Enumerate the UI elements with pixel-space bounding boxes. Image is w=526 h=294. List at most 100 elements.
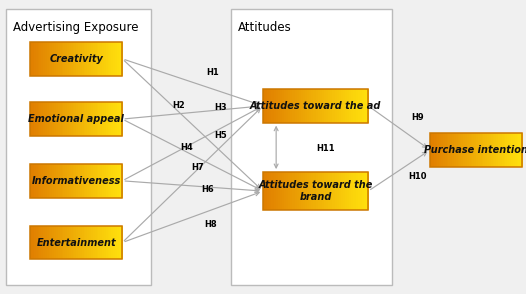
Bar [32, 226, 35, 260]
Bar [100, 164, 103, 198]
Bar [358, 172, 360, 210]
Bar [97, 102, 99, 136]
Bar [109, 102, 112, 136]
Bar [316, 89, 318, 123]
Bar [30, 42, 33, 76]
Bar [292, 89, 295, 123]
Bar [69, 42, 72, 76]
Bar [305, 89, 308, 123]
Bar [107, 42, 110, 76]
Bar [93, 226, 95, 260]
Bar [65, 164, 67, 198]
Bar [347, 89, 350, 123]
Bar [98, 42, 101, 76]
Bar [339, 89, 341, 123]
Bar [41, 102, 44, 136]
Bar [82, 102, 84, 136]
Bar [307, 172, 310, 210]
Bar [349, 89, 352, 123]
Bar [43, 226, 46, 260]
Bar [52, 42, 55, 76]
Bar [107, 102, 110, 136]
Bar [436, 133, 438, 167]
Bar [41, 226, 44, 260]
Bar [80, 102, 82, 136]
Bar [30, 102, 33, 136]
Bar [341, 89, 343, 123]
Bar [91, 42, 94, 76]
Bar [303, 172, 306, 210]
Bar [483, 133, 486, 167]
Bar [366, 89, 369, 123]
Text: Attitudes toward the ad: Attitudes toward the ad [250, 101, 381, 111]
Bar [339, 172, 341, 210]
Bar [56, 102, 58, 136]
Bar [489, 133, 491, 167]
Bar [118, 164, 121, 198]
Bar [313, 89, 316, 123]
Bar [113, 164, 115, 198]
Bar [502, 133, 504, 167]
Bar [38, 164, 40, 198]
Bar [265, 172, 268, 210]
Bar [513, 133, 515, 167]
Bar [50, 42, 53, 76]
Bar [100, 42, 103, 76]
Bar [280, 172, 282, 210]
Bar [263, 89, 266, 123]
Bar [494, 133, 497, 167]
Bar [461, 133, 464, 167]
Bar [87, 164, 89, 198]
Bar [353, 172, 356, 210]
Bar [267, 89, 270, 123]
Bar [487, 133, 489, 167]
Bar [120, 102, 123, 136]
Bar [75, 164, 77, 198]
Bar [47, 226, 49, 260]
Bar [498, 133, 500, 167]
Bar [91, 164, 94, 198]
Bar [56, 42, 58, 76]
Bar [45, 42, 47, 76]
Bar [87, 226, 89, 260]
Bar [286, 172, 289, 210]
Bar [324, 172, 327, 210]
Bar [345, 89, 348, 123]
Bar [36, 164, 38, 198]
Bar [76, 102, 79, 136]
Bar [85, 226, 88, 260]
Bar [50, 164, 53, 198]
Bar [67, 42, 69, 76]
Bar [38, 226, 40, 260]
Bar [309, 89, 312, 123]
Bar [45, 164, 47, 198]
Bar [118, 226, 121, 260]
Bar [120, 226, 123, 260]
Bar [65, 226, 67, 260]
Bar [311, 89, 314, 123]
Bar [326, 172, 329, 210]
Bar [433, 133, 436, 167]
Bar [445, 133, 447, 167]
Bar [59, 42, 62, 76]
Bar [34, 42, 36, 76]
Bar [54, 102, 57, 136]
Bar [52, 226, 55, 260]
Bar [313, 172, 316, 210]
Bar [58, 102, 60, 136]
Bar [100, 226, 103, 260]
Bar [80, 164, 82, 198]
Bar [278, 172, 280, 210]
Bar [280, 89, 282, 123]
Bar [267, 172, 270, 210]
Bar [335, 89, 337, 123]
Text: H8: H8 [204, 220, 217, 229]
Text: Creativity: Creativity [49, 54, 103, 64]
Bar [231, 9, 392, 285]
Bar [295, 172, 297, 210]
Bar [465, 133, 467, 167]
Bar [48, 226, 51, 260]
Bar [56, 164, 58, 198]
Bar [269, 172, 272, 210]
Bar [107, 226, 110, 260]
